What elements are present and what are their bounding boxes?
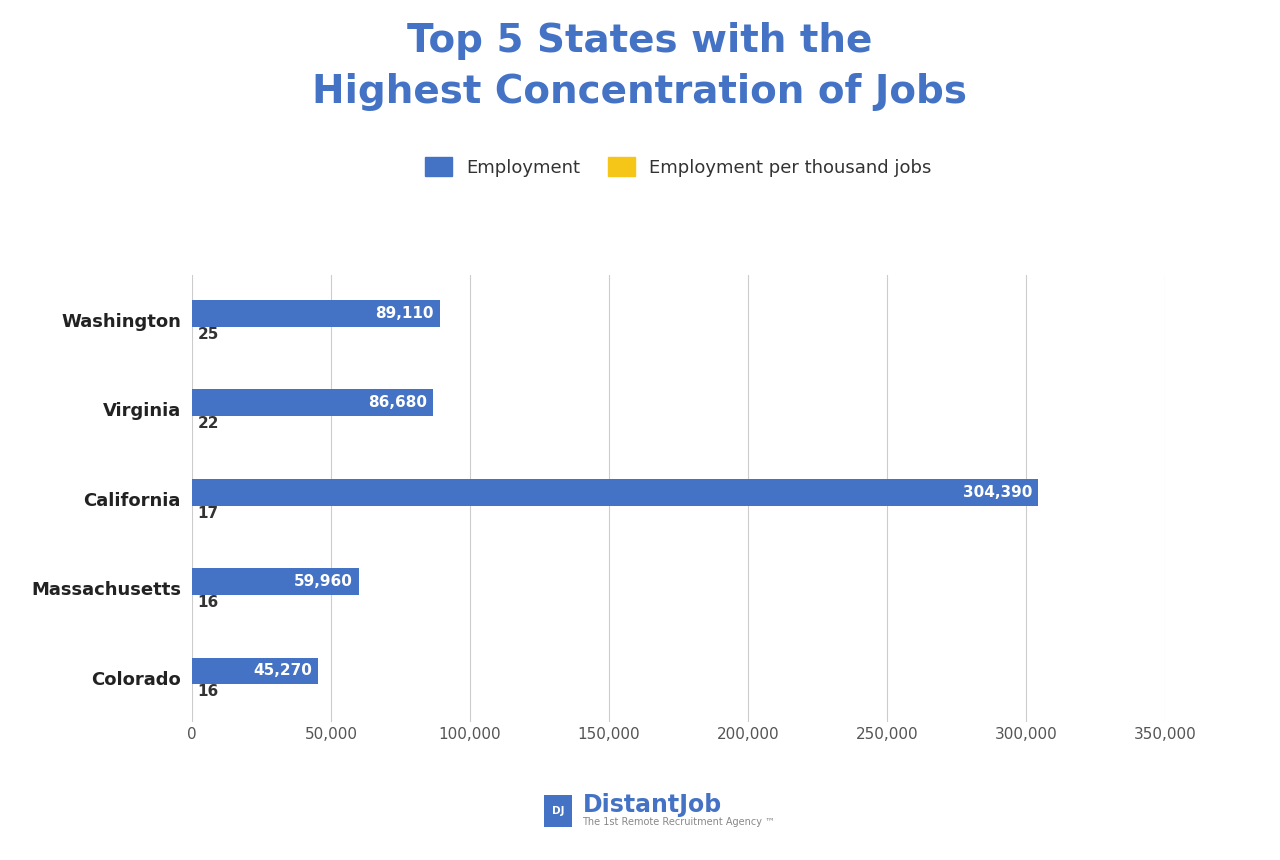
Text: 89,110: 89,110 [375,305,434,321]
Bar [192,390,433,416]
Text: Top 5 States with the: Top 5 States with the [407,22,873,59]
Text: 17: 17 [197,506,219,520]
Text: 16: 16 [197,595,219,610]
Text: 45,270: 45,270 [253,663,312,679]
Text: Highest Concentration of Jobs: Highest Concentration of Jobs [312,73,968,111]
Text: 22: 22 [197,416,219,431]
Text: 16: 16 [197,685,219,699]
Text: DJ: DJ [552,806,564,816]
FancyBboxPatch shape [543,794,573,828]
Text: 25: 25 [197,327,219,341]
Bar [192,568,358,595]
Text: 86,680: 86,680 [369,395,428,410]
Text: 59,960: 59,960 [294,574,353,589]
Bar [192,479,1038,506]
Legend: Employment, Employment per thousand jobs: Employment, Employment per thousand jobs [419,150,938,184]
Bar [192,658,317,685]
Text: DistantJob: DistantJob [582,793,722,817]
Bar [192,300,439,327]
Text: The 1st Remote Recruitment Agency ™: The 1st Remote Recruitment Agency ™ [582,817,776,827]
Text: 304,390: 304,390 [963,484,1033,500]
